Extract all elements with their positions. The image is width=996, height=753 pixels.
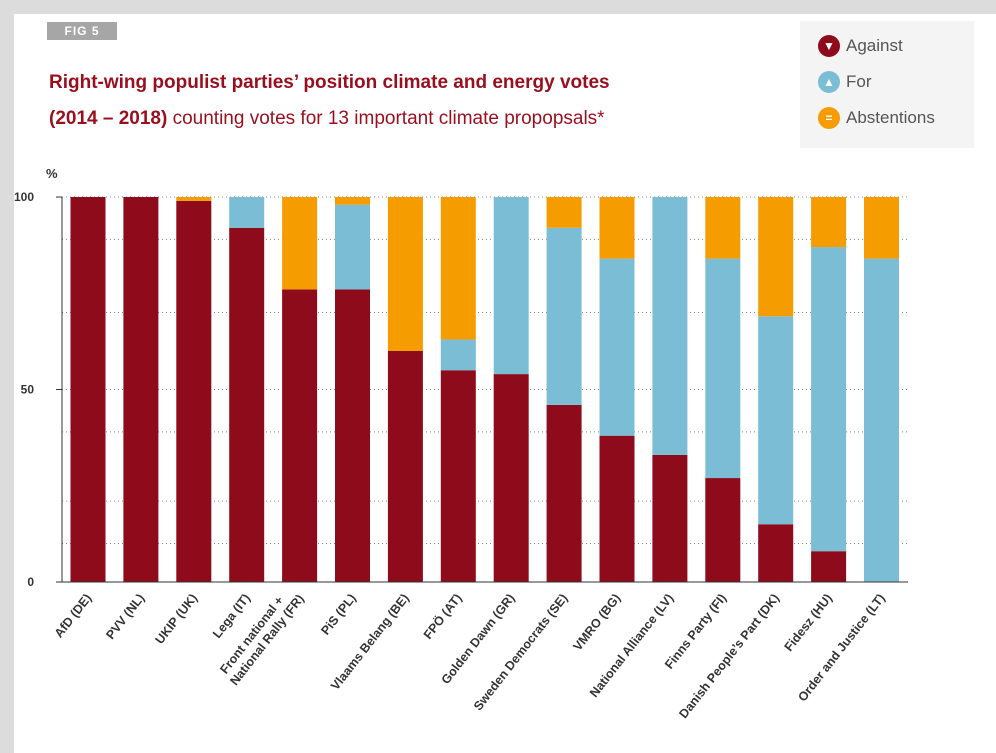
- bar-against: [599, 435, 635, 582]
- legend-label: Against: [846, 36, 903, 55]
- x-tick-label: Danish People’s Part (DK): [676, 591, 782, 721]
- chart-subtitle: (2014 – 2018) counting votes for 13 impo…: [49, 108, 605, 130]
- bar-for: [229, 197, 265, 228]
- bar-for: [493, 197, 529, 375]
- bar-abstentions: [811, 197, 847, 248]
- bar-abstentions: [758, 197, 794, 317]
- bar-against: [176, 200, 212, 582]
- x-tick-label: Fidesz (HU): [782, 591, 835, 654]
- legend-item-abstentions: = Abstentions: [818, 107, 935, 129]
- bar-for: [758, 316, 794, 525]
- x-tick-label: Sweden Democrats (SE): [471, 591, 571, 713]
- legend-label: For: [846, 72, 872, 91]
- legend-item-for: ▲ For: [818, 71, 872, 93]
- bar-abstentions: [335, 197, 370, 205]
- bar-for: [811, 247, 847, 552]
- bar-abstentions: [599, 197, 635, 259]
- bar-for: [599, 258, 635, 436]
- bar-against: [493, 374, 529, 582]
- bar-against: [758, 524, 794, 582]
- x-tick-label: Front national +National Rally (FR): [215, 583, 306, 688]
- x-tick-label: UKIP (UK): [153, 591, 201, 647]
- thumbs-down-icon: ▼: [818, 35, 840, 57]
- subtitle-text: counting votes for 13 important climate …: [172, 108, 605, 129]
- bar-against: [652, 454, 688, 582]
- legend: ▼ Against ▲ For = Abstentions: [800, 21, 974, 148]
- bar-for: [440, 339, 476, 371]
- bar-abstentions: [282, 197, 318, 290]
- bar-against: [705, 478, 741, 582]
- bar-against: [123, 197, 159, 582]
- y-tick-label: 0: [27, 575, 34, 589]
- chart-title: Right-wing populist parties’ position cl…: [49, 72, 610, 93]
- legend-item-against: ▼ Against: [818, 35, 903, 57]
- y-tick-label: 100: [14, 190, 34, 204]
- bar-abstentions: [705, 197, 741, 259]
- figure-label: FIG 5: [47, 22, 117, 40]
- bar-against: [387, 351, 423, 582]
- bar-for: [546, 227, 582, 405]
- bar-against: [335, 289, 370, 582]
- bar-for: [652, 197, 688, 455]
- equals-icon: =: [818, 107, 840, 129]
- bar-abstentions: [864, 197, 899, 259]
- x-tick-label: VMRO (BG): [570, 591, 623, 653]
- x-tick-label: AfD (DE): [52, 591, 95, 640]
- bar-against: [546, 404, 582, 582]
- bar-against: [229, 227, 265, 583]
- bar-abstentions: [387, 197, 423, 351]
- y-tick-label: 50: [21, 383, 35, 397]
- bar-abstentions: [546, 197, 582, 228]
- bar-against: [70, 197, 106, 582]
- bar-for: [864, 258, 899, 582]
- bar-against: [282, 289, 318, 582]
- bar-abstentions: [176, 197, 212, 201]
- x-tick-label: Order and Justice (LT): [795, 591, 888, 704]
- bar-against: [440, 370, 476, 582]
- bar-abstentions: [440, 197, 476, 340]
- y-axis-label: %: [46, 166, 58, 181]
- x-tick-label: PiS (PL): [318, 591, 359, 637]
- x-tick-label: PVV (NL): [103, 591, 147, 642]
- thumbs-up-icon: ▲: [818, 71, 840, 93]
- subtitle-years: (2014 – 2018): [49, 108, 168, 129]
- legend-label: Abstentions: [846, 108, 935, 127]
- bar-against: [811, 551, 847, 582]
- x-tick-label: FPÖ (AT): [420, 591, 465, 642]
- bar-for: [705, 258, 741, 479]
- bar-for: [335, 204, 370, 290]
